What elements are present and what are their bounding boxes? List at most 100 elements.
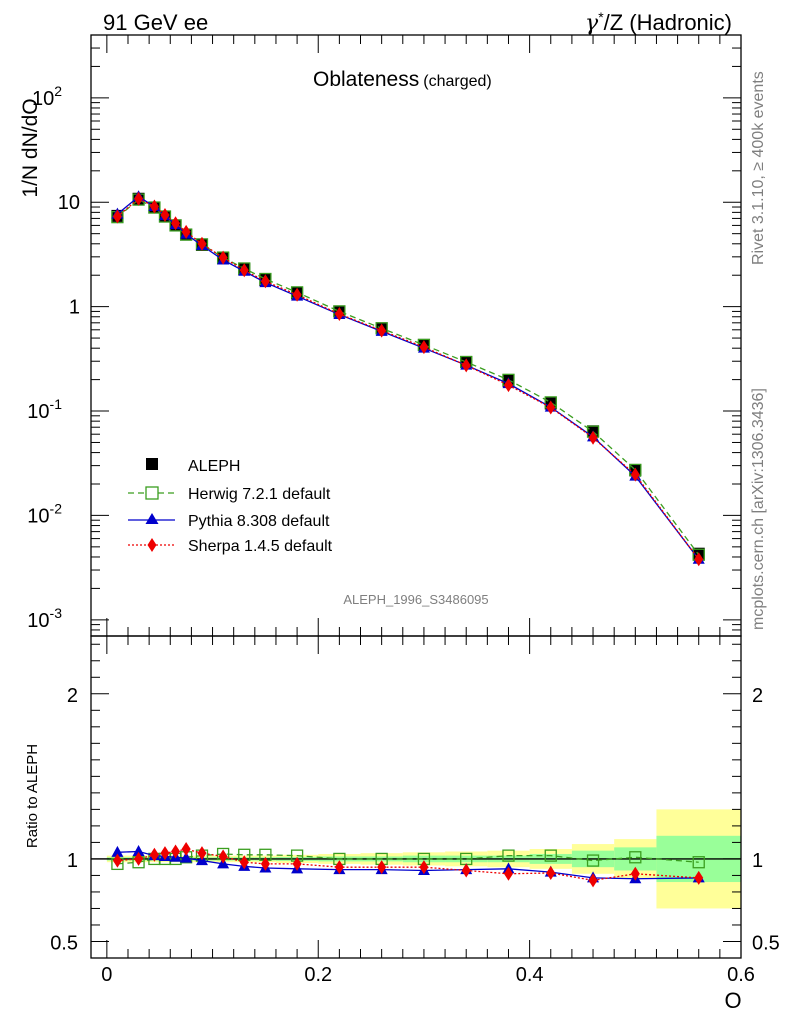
rivet-version-label: Rivet 3.1.10, ≥ 400k events: [750, 71, 767, 265]
main-sherpa-point: [160, 207, 170, 222]
legend-marker-aleph: [146, 458, 158, 470]
ratio-y-tick-label-left: 0.5: [50, 932, 78, 954]
ratio-y-tick-label-right: 2: [752, 685, 763, 707]
ratio-sherpa-line: [117, 848, 699, 882]
main-sherpa-point: [334, 307, 344, 322]
main-sherpa-point: [546, 400, 556, 415]
ratio-herwig-point: [544, 849, 557, 862]
ratio-frame: [90, 635, 742, 959]
legend-marker-sherpa: [147, 538, 157, 552]
legend-label-herwig: Herwig 7.2.1 default: [188, 486, 331, 503]
y-tick-label: 1: [69, 297, 80, 319]
ratio-sherpa-point: [197, 846, 207, 861]
process-star: *: [598, 9, 604, 25]
ratio-series: [111, 842, 705, 888]
mcplots-label: mcplots.cern.ch [arXiv:1306.3436]: [750, 388, 767, 630]
ratio-ticks: 0.5 0.5 1 1 2 2 0 0.2 0.4 0.6: [50, 636, 780, 986]
ratio-herwig-point: [586, 854, 600, 867]
ratio-y-tick-label-left: 2: [67, 685, 78, 707]
y-tick-label: 10: [58, 192, 80, 214]
ratio-pythia-point: [111, 845, 124, 857]
main-sherpa-point: [197, 236, 207, 251]
x-axis-label: O: [724, 988, 741, 1013]
legend-marker-pythia: [145, 513, 159, 524]
main-sherpa-point: [171, 216, 181, 231]
x-tick-label: 0: [101, 964, 112, 986]
main-sherpa-point: [149, 199, 159, 214]
legend-label-sherpa: Sherpa 1.4.5 default: [188, 538, 333, 555]
ratio-sherpa-point: [694, 870, 704, 885]
ratio-sherpa-point: [588, 873, 598, 888]
main-panel: Oblateness (charged) 1/N dN/dO ALEPH_1996…: [19, 34, 742, 637]
ratio-sherpa-point: [334, 860, 344, 875]
main-sherpa-point: [112, 209, 122, 224]
main-pythia-line: [117, 195, 700, 560]
ratio-pythia-point: [132, 844, 145, 856]
main-sherpa-point: [239, 263, 249, 278]
process-rest: /Z (Hadronic): [604, 10, 732, 35]
y-tick-label-base: 10: [58, 192, 80, 214]
ratio-sherpa-point: [134, 851, 144, 866]
y-tick-label-exp: -1: [50, 396, 63, 412]
plot-title: Oblateness (charged): [313, 68, 492, 91]
plot-title-sub: (charged): [423, 73, 491, 90]
ratio-y-tick-label-left: 1: [67, 850, 78, 872]
main-sherpa-point: [260, 274, 270, 289]
energy-label: 91 GeV ee: [103, 10, 208, 35]
y-tick-label-exp: 2: [54, 83, 62, 99]
ratio-y-tick-label-right: 0.5: [752, 932, 780, 954]
ratio-herwig-point: [629, 851, 642, 864]
y-tick-label-base: 10: [27, 505, 49, 527]
main-sherpa-point: [461, 358, 471, 373]
x-tick-label: 0.2: [304, 964, 332, 986]
main-sherpa-point: [292, 287, 302, 302]
ratio-sherpa-point: [292, 856, 302, 871]
y-tick-label-base: 10: [27, 610, 49, 632]
y-tick-label: 10-2: [27, 500, 62, 527]
main-series: [111, 190, 705, 567]
process-gamma: γ: [585, 11, 599, 36]
ratio-herwig-line: [117, 853, 699, 865]
ratio-sherpa-point: [503, 866, 513, 881]
main-sherpa-point: [377, 323, 387, 338]
ratio-herwig-point: [502, 849, 515, 862]
main-sherpa-point: [694, 552, 704, 567]
y-tick-label-exp: -2: [50, 500, 63, 516]
ratio-y-axis-label: Ratio to ALEPH: [24, 744, 41, 848]
ratio-pythia-point: [180, 851, 193, 863]
ratio-sherpa-point: [419, 860, 429, 875]
y-tick-label-base: 1: [69, 297, 80, 319]
ratio-sherpa-point: [239, 855, 249, 870]
ratio-sherpa-point: [181, 842, 191, 857]
plot-title-main: Oblateness: [313, 68, 419, 91]
ratio-sherpa-point: [160, 846, 170, 861]
main-sherpa-line: [117, 197, 700, 560]
ratio-sherpa-point: [377, 860, 387, 875]
x-tick-label: 0.6: [727, 964, 755, 986]
ratio-herwig-point: [692, 856, 705, 869]
y-tick-label: 10-1: [27, 396, 62, 423]
main-sherpa-point: [218, 250, 228, 265]
legend-label-aleph: ALEPH: [188, 458, 240, 475]
y-tick-label-base: 10: [27, 401, 49, 423]
legend-label-pythia: Pythia 8.308 default: [188, 513, 330, 530]
ratio-sherpa-point: [218, 849, 228, 864]
legend: ALEPH Herwig 7.2.1 default Pythia 8.308 …: [128, 458, 333, 555]
legend-marker-herwig: [145, 486, 159, 500]
main-sherpa-point: [503, 378, 513, 393]
ratio-panel: Ratio to ALEPH 0.5 0.5 1 1 2 2 0 0.2 0.4 0.6 O: [24, 635, 780, 1013]
ratio-y-tick-label-right: 1: [752, 850, 763, 872]
x-tick-label: 0.4: [516, 964, 544, 986]
ratio-sherpa-point: [171, 844, 181, 859]
ratio-sherpa-point: [112, 853, 122, 868]
analysis-label: ALEPH_1996_S3486095: [343, 592, 488, 607]
ratio-sherpa-point: [149, 847, 159, 862]
main-sherpa-point: [419, 340, 429, 355]
ratio-sherpa-point: [630, 866, 640, 881]
ratio-sherpa-point: [260, 856, 270, 871]
y-tick-label: 102: [32, 83, 62, 110]
main-sherpa-point: [181, 224, 191, 239]
y-tick-label-base: 10: [32, 88, 54, 110]
y-axis-label: 1/N dN/dO: [19, 98, 42, 197]
